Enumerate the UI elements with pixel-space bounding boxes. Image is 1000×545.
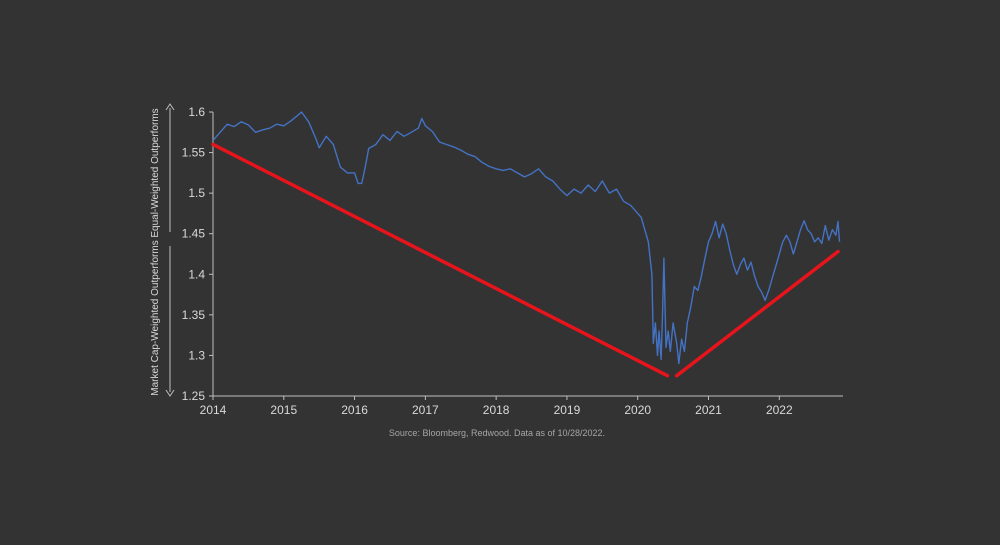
- y-tick-label: 1.4: [188, 267, 205, 281]
- arrow-down-icon: [165, 389, 175, 397]
- y-tick-label: 1.25: [182, 389, 206, 403]
- x-tick-label: 2022: [766, 403, 793, 417]
- x-tick-label: 2019: [554, 403, 581, 417]
- arrow-up-icon: [165, 103, 175, 111]
- x-tick-label: 2017: [412, 403, 439, 417]
- x-tick-label: 2014: [200, 403, 227, 417]
- y-tick-label: 1.45: [182, 227, 206, 241]
- source-note: Source: Bloomberg, Redwood. Data as of 1…: [389, 428, 605, 438]
- series-layer: [212, 111, 841, 365]
- x-axis-ticks: 2014 2015 2016 2017 2018 2019 2020 2021 2022: [200, 396, 793, 417]
- x-tick-label: 2018: [483, 403, 510, 417]
- x-tick-label: 2021: [695, 403, 722, 417]
- y-axis-ticks: 1.25 1.3 1.35 1.4 1.45 1.5 1.55 1.6: [182, 105, 213, 403]
- y-tick-label: 1.6: [188, 105, 205, 119]
- x-tick-label: 2015: [270, 403, 297, 417]
- x-tick-label: 2016: [341, 403, 368, 417]
- series-line: [212, 111, 841, 365]
- y-axis-label-lower: Market Cap-Weighted Outperforms: [150, 240, 161, 395]
- y-tick-label: 1.5: [188, 186, 205, 200]
- y-axis-label-upper: Equal-Weighted Outperforms: [150, 108, 161, 237]
- y-tick-label: 1.55: [182, 146, 206, 160]
- x-tick-label: 2020: [624, 403, 651, 417]
- trendline-layer: [211, 142, 840, 378]
- trend-line: [211, 142, 670, 378]
- y-tick-label: 1.3: [188, 348, 205, 362]
- trend-line: [674, 249, 840, 378]
- y-tick-label: 1.35: [182, 308, 206, 322]
- y-axis-title-group: Equal-Weighted Outperforms Market Cap-We…: [150, 103, 175, 397]
